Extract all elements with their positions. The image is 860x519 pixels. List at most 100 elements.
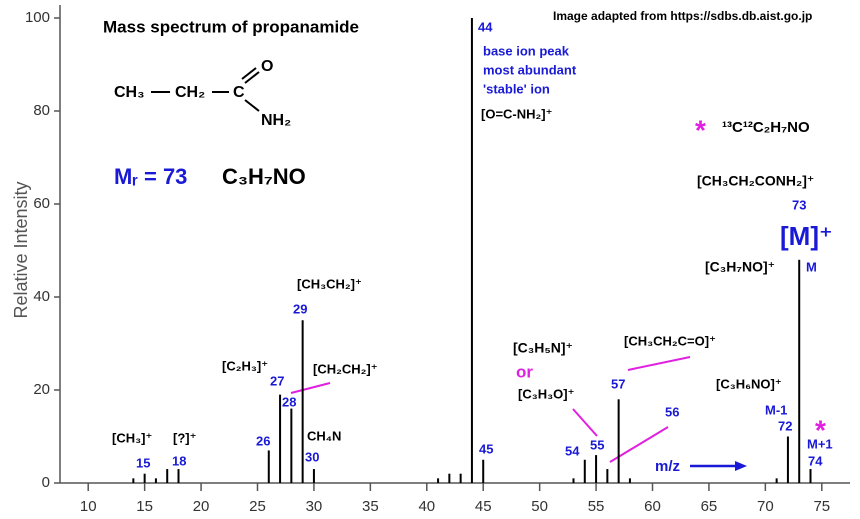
- annotation: 45: [479, 441, 493, 456]
- peak: [312, 469, 315, 483]
- annotation: 15: [136, 455, 150, 470]
- peak: [572, 478, 575, 483]
- annotation: [CH₃CH₂]⁺: [297, 276, 362, 291]
- x-tick-label: 35: [362, 498, 379, 515]
- annotation: CH₄N: [307, 428, 341, 443]
- y-tick-label: 60: [33, 195, 50, 212]
- peak: [786, 436, 789, 483]
- connector: [290, 382, 331, 394]
- annotation: [CH₂CH₂]⁺: [313, 361, 378, 376]
- annotation: 44: [478, 19, 493, 34]
- structure: CH₃ CH₂ C O NH₂: [114, 58, 291, 129]
- x-tick-label: 25: [249, 498, 266, 515]
- bond: [241, 67, 257, 80]
- annotation: M-1: [765, 402, 787, 417]
- annotation: [C₃H₆NO]⁺: [716, 376, 782, 391]
- annotation: 30: [305, 449, 319, 464]
- peak: [583, 459, 586, 483]
- x-tick-label: 10: [80, 498, 97, 515]
- annotation: [C₃H₅N]⁺: [513, 340, 573, 356]
- annotation: [CH₃CH₂C=O]⁺: [624, 333, 716, 348]
- chart-subtitle: Image adapted from https://sdbs.db.aist.…: [553, 9, 812, 23]
- connector: [572, 408, 598, 437]
- connector: [609, 426, 669, 463]
- peak: [448, 473, 451, 483]
- x-tick-label: 45: [475, 498, 492, 515]
- annotation: 74: [808, 453, 823, 468]
- annotation: Mᵣ = 73: [114, 164, 187, 189]
- peak: [595, 455, 598, 483]
- structure-text: O: [261, 58, 273, 75]
- annotation: 54: [565, 443, 580, 458]
- x-tick-label: 65: [701, 498, 718, 515]
- peak: [809, 469, 812, 483]
- peak: [143, 473, 146, 483]
- annotation: 26: [256, 433, 270, 448]
- peak: [459, 473, 462, 483]
- annotation: 73: [792, 197, 806, 212]
- annotation: or: [516, 362, 533, 381]
- annotation: 57: [611, 376, 625, 391]
- peak: [437, 478, 440, 483]
- annotation: 28: [282, 394, 296, 409]
- annotation: m/z: [655, 458, 680, 475]
- y-axis-label: Relative Intensity: [11, 181, 31, 318]
- annotation: 27: [270, 373, 284, 388]
- peak: [267, 450, 270, 483]
- peak: [166, 469, 169, 483]
- peak: [482, 459, 485, 483]
- annotation: 29: [293, 301, 307, 316]
- annotation: ¹³C¹²C₂H₇NO: [722, 119, 810, 136]
- peak: [798, 259, 801, 483]
- x-tick-label: 60: [644, 498, 661, 515]
- annotation: M: [806, 259, 817, 274]
- annotation: *: [815, 414, 826, 445]
- structure-text: CH₃: [114, 84, 145, 101]
- peak: [279, 394, 282, 483]
- y-tick-label: 80: [33, 102, 50, 119]
- structure-text: NH₂: [261, 112, 291, 129]
- bond: [244, 99, 260, 112]
- annotation: [C₃H₃O]⁺: [518, 386, 574, 401]
- bond: [244, 71, 260, 84]
- annotation: [CH₃]⁺: [112, 430, 152, 445]
- annotation: 56: [665, 404, 679, 419]
- annotation: [M]⁺: [780, 221, 833, 251]
- annotation: [O=C-NH₂]⁺: [481, 106, 553, 121]
- connector: [627, 356, 691, 371]
- peak: [617, 399, 620, 483]
- structure-text: CH₂: [175, 84, 205, 101]
- annotation: base ion peak: [483, 43, 570, 58]
- peak: [775, 478, 778, 483]
- annotation: [?]⁺: [173, 430, 196, 445]
- x-tick-label: 70: [757, 498, 774, 515]
- x-tick-label: 50: [531, 498, 548, 515]
- annotation: [C₃H₇NO]⁺: [705, 259, 775, 275]
- annotation: most abundant: [483, 62, 577, 77]
- annotation: 72: [778, 418, 792, 433]
- peak: [290, 408, 293, 483]
- annotation: M+1: [807, 436, 833, 451]
- peak: [470, 18, 473, 483]
- annotation: 'stable' ion: [483, 81, 550, 96]
- annotation: 55: [590, 437, 604, 452]
- x-tick-label: 40: [418, 498, 435, 515]
- peak: [301, 320, 304, 483]
- annotation: C₃H₇NO: [222, 164, 306, 189]
- annotation: 18: [172, 453, 186, 468]
- x-tick-label: 15: [136, 498, 153, 515]
- y-tick-label: 0: [42, 474, 50, 491]
- x-tick-label: 20: [193, 498, 210, 515]
- y-tick-label: 100: [25, 9, 50, 26]
- x-tick-label: 30: [306, 498, 323, 515]
- annotation: [CH₃CH₂CONH₂]⁺: [697, 173, 814, 189]
- annotation: *: [695, 114, 706, 145]
- structure-text: C: [233, 84, 245, 101]
- annotation: [C₂H₃]⁺: [222, 358, 268, 373]
- peak: [177, 469, 180, 483]
- y-tick-label: 40: [33, 288, 50, 305]
- x-tick-label: 55: [588, 498, 605, 515]
- y-tick-label: 20: [33, 381, 50, 398]
- chart-title: Mass spectrum of propanamide: [103, 17, 359, 36]
